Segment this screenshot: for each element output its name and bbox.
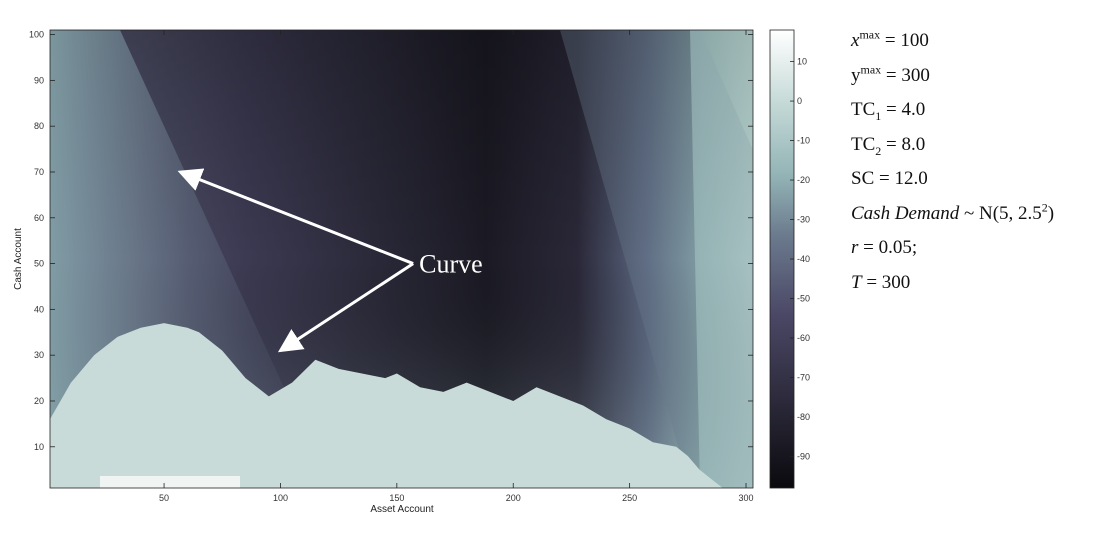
annotation-arrow [277,262,414,353]
param-tc1: TC1 = 4.0 [851,93,1110,128]
x-tick-label: 50 [159,493,169,503]
param-ymax-superscript: max [860,62,882,77]
x-tick-label: 200 [506,493,521,503]
y-tick-label: 90 [34,75,44,85]
annotation-arrow [177,168,414,265]
colorbar-tick-label: 0 [797,96,802,106]
param-cash-demand: Cash Demand ~ N(5, 2.52) [851,197,1110,232]
parameter-list: xmax = 100 ymax = 300 TC1 = 4.0 TC2 = 8.… [851,24,1110,300]
param-tc2-subscript: 2 [875,143,882,158]
y-axis: 10 20 30 40 50 60 70 80 90 100 [29,30,753,452]
param-t: T = 300 [851,266,1110,301]
y-tick-label: 100 [29,30,44,40]
param-ymax-value: = 300 [885,64,930,86]
param-t-value: = 300 [866,271,911,293]
y-tick-label: 10 [34,442,44,452]
x-tick-label: 300 [739,493,754,503]
y-tick-label: 40 [34,304,44,314]
param-sc-text: SC = 12.0 [851,168,928,189]
y-tick-label: 20 [34,396,44,406]
colorbar-tick-label: -40 [797,254,810,264]
x-axis: 50 100 150 200 250 300 [159,30,754,503]
param-xmax-symbol: x [851,30,860,51]
y-tick-label: 50 [34,259,44,269]
param-demand-close: ) [1047,202,1055,224]
colorbar-tick-label: -60 [797,333,810,343]
param-tc1-subscript: 1 [875,108,882,123]
param-tc1-value: = 4.0 [886,99,926,120]
colorbar-tick-label: -80 [797,412,810,422]
y-tick-label: 60 [34,213,44,223]
x-tick-label: 250 [622,493,637,503]
param-r-symbol: r [851,237,859,258]
colorbar-tick-label: -90 [797,451,810,461]
param-r-value: = 0.05; [863,237,918,258]
param-sc: SC = 12.0 [851,162,1110,197]
y-tick-label: 30 [34,350,44,360]
plot-frame [49,29,754,489]
heatmap-bright-patch [100,476,240,488]
boundary-plateau [50,323,723,488]
param-t-symbol: T [851,271,862,293]
param-tc1-symbol: TC [851,99,876,120]
y-axis-label: Cash Account [13,228,24,290]
param-xmax: xmax = 100 [851,24,1110,59]
annotation-label: Curve [419,250,483,279]
param-demand-superscript: 2 [1041,200,1048,215]
colorbar-tick-label: -10 [797,136,810,146]
param-tc2: TC2 = 8.0 [851,128,1110,163]
colorbar-tick-label: -30 [797,215,810,225]
y-tick-label: 70 [34,167,44,177]
param-demand-label: Cash Demand [851,202,960,224]
param-ymax: ymax = 300 [851,59,1110,94]
colorbar: 10 0 -10 -20 -30 -40 -50 -60 -70 -80 -90 [769,29,810,489]
annotation: Curve [177,168,483,353]
param-xmax-value: = 100 [884,30,929,51]
heatmap-right-edge [690,30,753,488]
param-demand-distribution: ~ N(5, 2.5 [963,202,1042,224]
colorbar-tick-label: -70 [797,372,810,382]
param-ymax-symbol: y [851,64,861,86]
param-r: r = 0.05; [851,231,1110,266]
x-tick-label: 150 [389,493,404,503]
param-tc2-value: = 8.0 [886,133,926,155]
colorbar-tick-label: -50 [797,293,810,303]
colorbar-tick-label: -20 [797,175,810,185]
y-tick-label: 80 [34,121,44,131]
param-tc2-symbol: TC [851,133,876,155]
colorbar-tick-label: 10 [797,57,807,67]
x-axis-label: Asset Account [370,504,434,515]
x-tick-label: 100 [273,493,288,503]
param-xmax-superscript: max [859,27,881,42]
